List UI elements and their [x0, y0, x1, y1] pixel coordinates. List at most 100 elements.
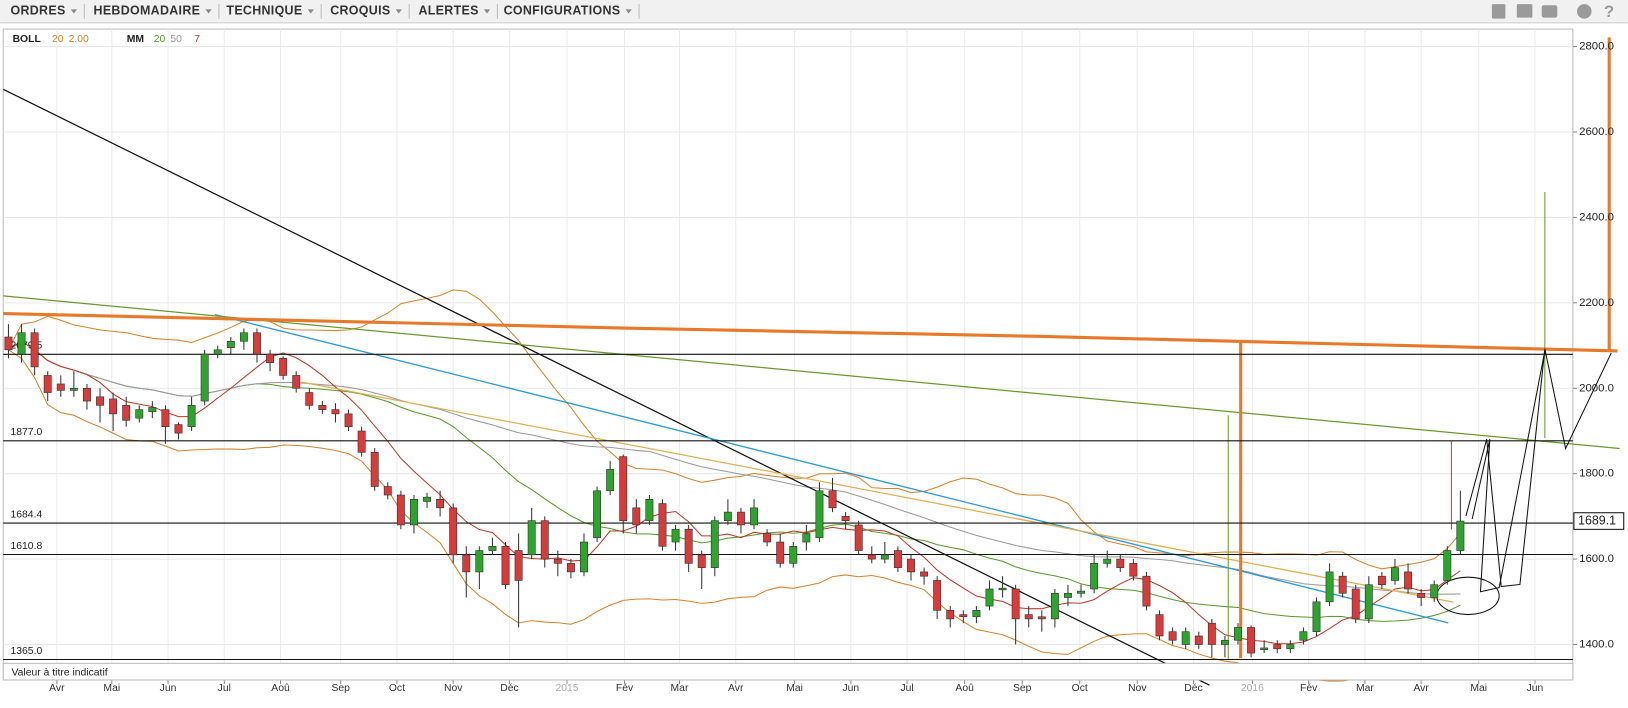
candles: [4, 324, 1465, 658]
note-box: [2, 662, 1574, 681]
y-tick-label: 2400.0: [1579, 211, 1614, 223]
candle-body: [410, 498, 418, 526]
candle-body: [1247, 627, 1256, 654]
candle-body: [671, 528, 680, 543]
icon-settings[interactable]: [1577, 4, 1592, 19]
candle-body: [658, 503, 667, 547]
candle-body: [566, 563, 575, 573]
candle-body: [985, 588, 994, 607]
candle-body: [122, 405, 131, 421]
icon-print[interactable]: [1541, 5, 1558, 18]
candle-body: [82, 387, 91, 402]
level-label: 1610.8: [10, 541, 42, 552]
projection: [1471, 350, 1546, 593]
y-tick-label: 2800.0: [1579, 41, 1614, 53]
candle-body: [1090, 563, 1099, 590]
candle-body: [998, 587, 1007, 591]
axes: 1400.0 1600.0 1800.0 2000.0 2200.0 2400.0 2600…: [49, 41, 1625, 694]
legend-param: 2.00: [69, 34, 89, 45]
candle-body: [1299, 631, 1308, 641]
candle-body: [109, 398, 118, 415]
moving-average: [8, 340, 1461, 645]
candle-body: [148, 407, 157, 413]
trend-line: [214, 313, 1449, 624]
x-tick-label: Jun: [1527, 683, 1544, 694]
x-tick-label: Jun: [842, 683, 859, 694]
candle-body: [645, 498, 654, 521]
x-tick-label: Mar: [1356, 683, 1374, 694]
candle-body: [802, 533, 811, 543]
candle-body: [737, 511, 745, 526]
y-tick-label: 1800.0: [1579, 468, 1614, 480]
resistance-line: [3, 311, 1618, 353]
candle-body: [1129, 563, 1138, 577]
candle-body: [1103, 558, 1112, 564]
candle-body: [357, 430, 366, 453]
menu-item[interactable]: HEBDOMADAIRE: [94, 4, 201, 18]
x-tick-label: Avr: [1413, 683, 1429, 694]
menu-item[interactable]: ALERTES: [418, 4, 478, 18]
x-tick-label: 2016: [1241, 683, 1264, 694]
candle-body: [174, 424, 183, 434]
x-tick-label: 2015: [555, 683, 578, 694]
candle-body: [920, 571, 929, 577]
candle-body: [17, 332, 26, 355]
toolbar-icons: ?: [1491, 2, 1614, 21]
note: Valeur à titre indicatif: [12, 667, 108, 678]
candle-body: [161, 409, 170, 428]
candle-body: [880, 554, 889, 560]
icon-layers[interactable]: [1491, 4, 1506, 19]
candle-body: [449, 507, 458, 556]
menu-caret: [70, 9, 78, 14]
candle-body: [1011, 588, 1020, 620]
icon-help[interactable]: ?: [1604, 2, 1614, 21]
x-tick-label: Mai: [103, 683, 120, 694]
candle-body: [606, 469, 615, 492]
candle-body: [1220, 639, 1229, 645]
x-tick-label: Mai: [1470, 683, 1487, 694]
candle-body: [514, 550, 523, 581]
x-tick-label: Nov: [444, 683, 463, 694]
candle-body: [540, 520, 549, 560]
candle-body: [1077, 590, 1085, 594]
candle-body: [501, 545, 510, 586]
x-tick-label: Sep: [1013, 683, 1032, 694]
menu-caret: [625, 9, 632, 14]
y-tick-label: 2600.0: [1579, 126, 1614, 138]
legend-param: 50: [170, 34, 182, 45]
icon-image[interactable]: [1516, 4, 1533, 18]
candle-body: [841, 516, 850, 521]
legend-param: 20: [154, 34, 166, 45]
menu-item[interactable]: TECHNIQUE: [226, 4, 302, 18]
menu-item[interactable]: ORDRES: [10, 4, 65, 18]
menu-item[interactable]: CONFIGURATIONS: [504, 4, 621, 18]
menu-bar: [0, 0, 1628, 23]
candle-body: [553, 558, 562, 564]
last-price-box: [1573, 512, 1625, 530]
candle-body: [344, 413, 353, 428]
candle-body: [907, 558, 915, 573]
candle-body: [43, 375, 52, 393]
candle-body: [266, 353, 275, 363]
x-tick-label: Jun: [160, 683, 177, 694]
menu-caret: [483, 9, 491, 14]
candle-body: [750, 507, 758, 526]
drawings: [2, 37, 1620, 686]
x-tick-label: Jul: [218, 683, 231, 694]
candle-body: [723, 511, 732, 521]
candle-body: [1273, 644, 1282, 650]
candle-body: [1024, 614, 1033, 620]
menu-item[interactable]: CROQUIS: [330, 4, 390, 18]
x-tick-label: Oct: [1072, 683, 1088, 694]
candle-body: [1064, 592, 1072, 598]
candle-body: [1364, 584, 1373, 620]
legend: BOLL 20 2.00 MM 20 50 7: [13, 34, 201, 45]
candle-body: [1417, 592, 1426, 598]
candle-body: [462, 554, 471, 573]
candle-body: [1207, 622, 1216, 645]
x-tick-label: Mar: [671, 683, 689, 694]
projection: [1465, 348, 1612, 588]
candle-body: [200, 353, 209, 402]
level-label: 1365.0: [10, 646, 42, 657]
